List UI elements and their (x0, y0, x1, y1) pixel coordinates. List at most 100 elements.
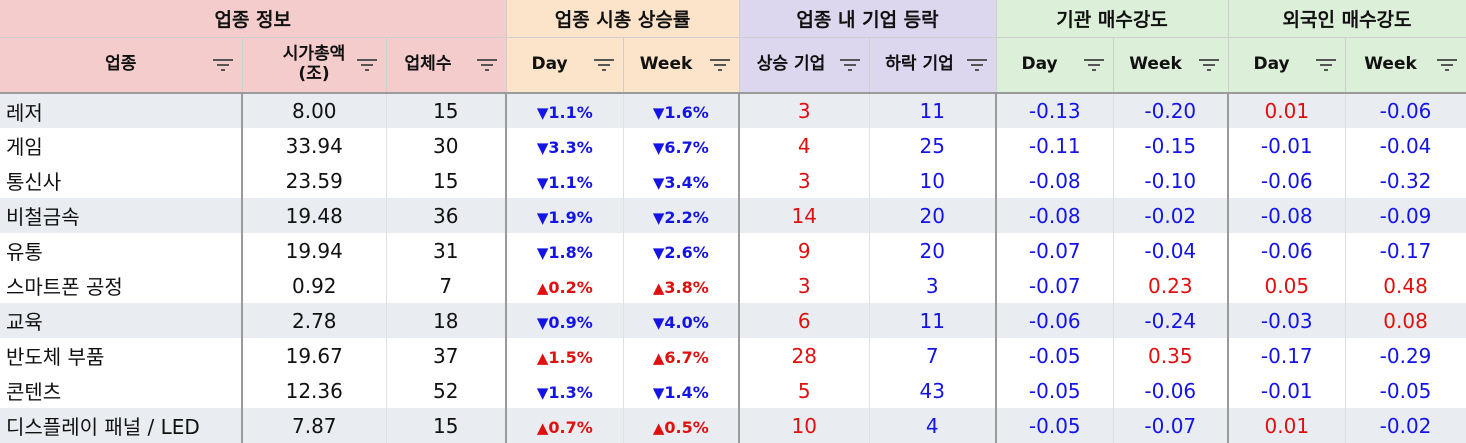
table-row: 통신사 23.59 15 ▼1.1% ▼3.4% 3 10 -0.08 -0.1… (0, 163, 1466, 198)
mcap-day: ▼1.3% (537, 383, 593, 402)
up-firms: 5 (739, 373, 870, 408)
filter-icon[interactable] (966, 57, 988, 73)
filter-icon[interactable] (1198, 57, 1220, 73)
market-cap: 12.36 (242, 373, 387, 408)
mcap-week-cell: ▲0.5% (623, 408, 741, 443)
mcap-week: ▼6.7% (653, 138, 709, 157)
down-firms: 20 (869, 198, 998, 233)
inst-week: -0.24 (1113, 303, 1230, 338)
sector-name: 반도체 부품 (0, 338, 243, 373)
company-count: 15 (386, 163, 508, 198)
mcap-week-cell: ▼3.4% (623, 163, 741, 198)
filter-icon[interactable] (1083, 57, 1105, 73)
foreign-day: -0.01 (1228, 128, 1346, 163)
down-firms: 3 (869, 268, 998, 303)
col-foreign-day[interactable]: Day (1228, 37, 1346, 94)
filter-icon[interactable] (1315, 57, 1337, 73)
foreign-week: -0.04 (1345, 128, 1466, 163)
inst-day: -0.06 (996, 303, 1114, 338)
sector-name: 콘텐츠 (0, 373, 243, 408)
arrow-icon: ▼ (536, 208, 549, 227)
mcap-week-cell: ▲3.8% (623, 268, 741, 303)
market-cap: 23.59 (242, 163, 387, 198)
col-market-cap[interactable]: 시가총액 (조) (242, 37, 387, 94)
mcap-week-value: 4.0% (664, 312, 709, 332)
arrow-icon: ▲ (652, 418, 665, 437)
col-company-count[interactable]: 업체수 (386, 37, 507, 94)
arrow-icon: ▲ (536, 278, 549, 297)
down-firms: 11 (869, 303, 998, 338)
mcap-week-value: 6.7% (664, 347, 709, 367)
col-inst-week[interactable]: Week (1113, 37, 1229, 94)
mcap-day: ▼0.9% (537, 313, 593, 332)
col-inst-day[interactable]: Day (996, 37, 1114, 94)
table-row: 콘텐츠 12.36 52 ▼1.3% ▼1.4% 5 43 -0.05 -0.0… (0, 373, 1466, 408)
mcap-day-cell: ▼1.8% (506, 233, 624, 268)
arrow-icon: ▼ (536, 313, 549, 332)
inst-day: -0.13 (996, 93, 1114, 128)
up-firms: 9 (739, 233, 870, 268)
filter-icon[interactable] (709, 57, 731, 73)
mcap-day-cell: ▼1.1% (506, 93, 624, 128)
up-firms: 6 (739, 303, 870, 338)
company-count: 15 (386, 93, 508, 128)
foreign-week: -0.02 (1345, 408, 1466, 443)
mcap-week-value: 1.4% (664, 382, 709, 402)
market-cap: 19.94 (242, 233, 387, 268)
foreign-week: -0.05 (1345, 373, 1466, 408)
col-down-firms[interactable]: 하락 기업 (869, 37, 997, 94)
inst-day: -0.05 (996, 408, 1114, 443)
company-count: 36 (386, 198, 508, 233)
table-body: 레저 8.00 15 ▼1.1% ▼1.6% 3 11 -0.13 -0.20 … (0, 93, 1466, 443)
filter-icon[interactable] (839, 57, 861, 73)
inst-week: -0.02 (1113, 198, 1230, 233)
group-mcap-change: 업종 시총 상승률 (506, 0, 740, 38)
foreign-day: 0.05 (1228, 268, 1346, 303)
col-mcap-day[interactable]: Day (506, 37, 624, 94)
col-market-cap-line2: (조) (298, 63, 330, 84)
arrow-icon: ▼ (652, 173, 665, 192)
up-firms: 3 (739, 268, 870, 303)
down-firms: 11 (869, 93, 998, 128)
col-mcap-week[interactable]: Week (623, 37, 740, 94)
col-sector[interactable]: 업종 (0, 37, 243, 94)
mcap-week-cell: ▼1.6% (623, 93, 741, 128)
mcap-week: ▼2.6% (653, 243, 709, 262)
foreign-day: -0.08 (1228, 198, 1346, 233)
table-row: 유통 19.94 31 ▼1.8% ▼2.6% 9 20 -0.07 -0.04… (0, 233, 1466, 268)
mcap-day-value: 1.1% (548, 172, 593, 192)
table-row: 교육 2.78 18 ▼0.9% ▼4.0% 6 11 -0.06 -0.24 … (0, 303, 1466, 338)
market-cap: 19.67 (242, 338, 387, 373)
col-up-firms[interactable]: 상승 기업 (739, 37, 870, 94)
filter-icon[interactable] (1436, 57, 1458, 73)
inst-week: 0.35 (1113, 338, 1230, 373)
filter-icon[interactable] (212, 57, 234, 73)
arrow-icon: ▼ (536, 138, 549, 157)
foreign-week: -0.09 (1345, 198, 1466, 233)
up-firms: 14 (739, 198, 870, 233)
filter-icon[interactable] (356, 57, 378, 73)
arrow-icon: ▲ (536, 348, 549, 367)
foreign-day: -0.01 (1228, 373, 1346, 408)
mcap-day-value: 1.3% (548, 382, 593, 402)
mcap-week-value: 2.2% (664, 207, 709, 227)
down-firms: 4 (869, 408, 998, 443)
mcap-day-cell: ▲0.7% (506, 408, 624, 443)
filter-icon[interactable] (476, 57, 498, 73)
sector-name: 게임 (0, 128, 243, 163)
up-firms: 4 (739, 128, 870, 163)
inst-day: -0.11 (996, 128, 1114, 163)
filter-icon[interactable] (593, 57, 615, 73)
company-count: 7 (386, 268, 508, 303)
foreign-week: -0.29 (1345, 338, 1466, 373)
group-firm-updown: 업종 내 기업 등락 (739, 0, 997, 38)
up-firms: 10 (739, 408, 870, 443)
table-row: 레저 8.00 15 ▼1.1% ▼1.6% 3 11 -0.13 -0.20 … (0, 93, 1466, 128)
mcap-week-cell: ▲6.7% (623, 338, 741, 373)
group-institution-strength: 기관 매수강도 (996, 0, 1229, 38)
mcap-week: ▼1.4% (653, 383, 709, 402)
col-foreign-week[interactable]: Week (1345, 37, 1466, 94)
company-count: 30 (386, 128, 508, 163)
down-firms: 7 (869, 338, 998, 373)
